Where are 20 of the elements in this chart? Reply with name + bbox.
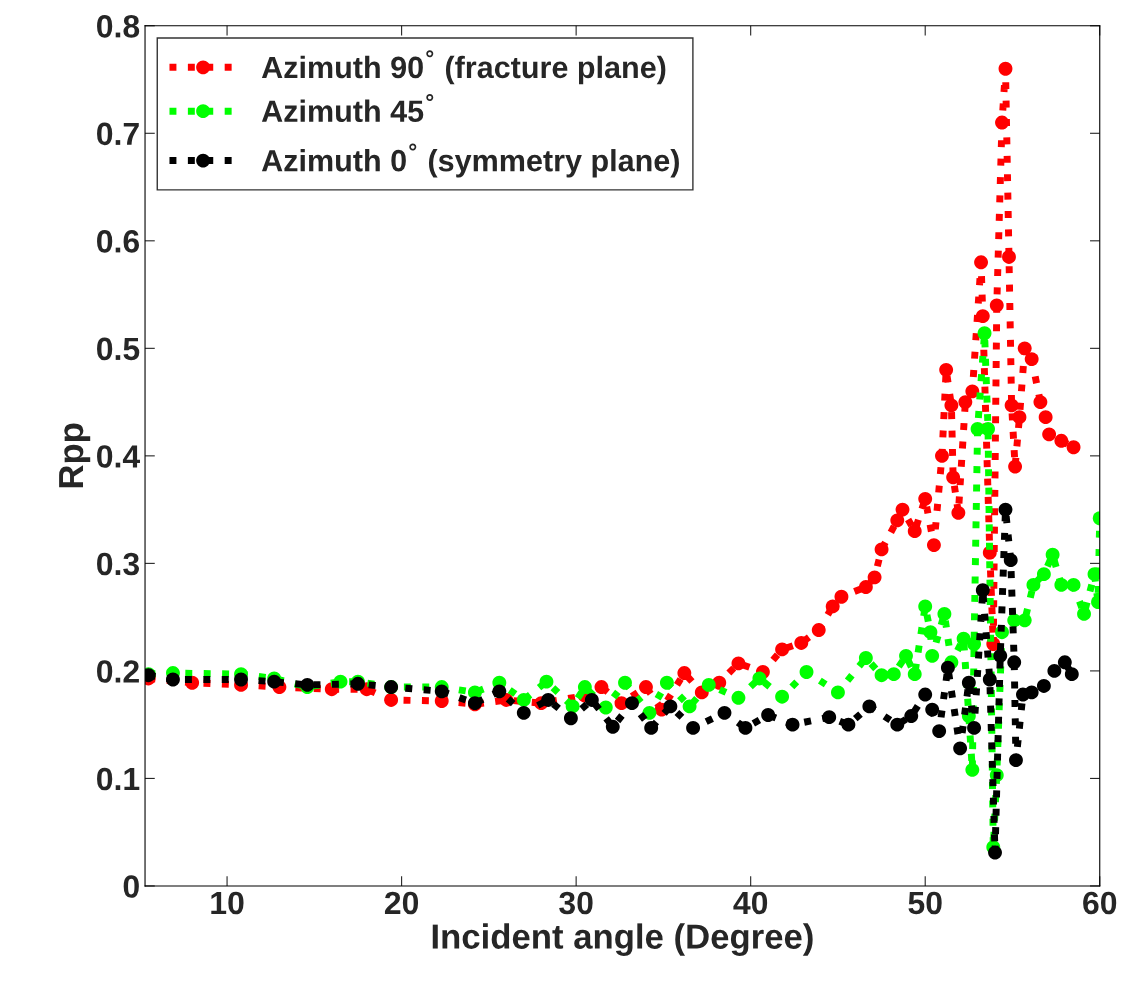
y-tick-label: 0.6 [97,230,140,253]
x-tick-label: 60 [1083,891,1117,915]
y-tick-label: 0.2 [97,660,139,683]
y-tick-label: 0.5 [97,337,140,361]
x-tick-label: 20 [384,891,419,915]
y-tick-label: 0.4 [97,445,141,468]
x-tick-label: 40 [733,891,768,915]
x-tick-label: 30 [559,891,593,915]
y-tick-label: 0 [123,875,139,898]
y-axis-title: Rpp [59,423,91,488]
y-tick-label: 0.8 [97,15,140,38]
legend-label: Azimuth 0$^{°}$ (symmetry plane) [261,143,679,178]
y-tick-label: 0.7 [97,122,139,146]
x-axis-title: Incident angle (Degree) [432,923,813,956]
x-tick-label: 50 [908,891,942,915]
legend-label: Azimuth 45$^{°}$ [261,94,434,123]
legend-label: Azimuth 90$^{°}$ (fracture plane) [261,50,666,85]
y-tick-label: 0.1 [97,767,140,791]
x-tick-label: 10 [211,891,244,915]
y-tick-label: 0.3 [97,552,140,576]
